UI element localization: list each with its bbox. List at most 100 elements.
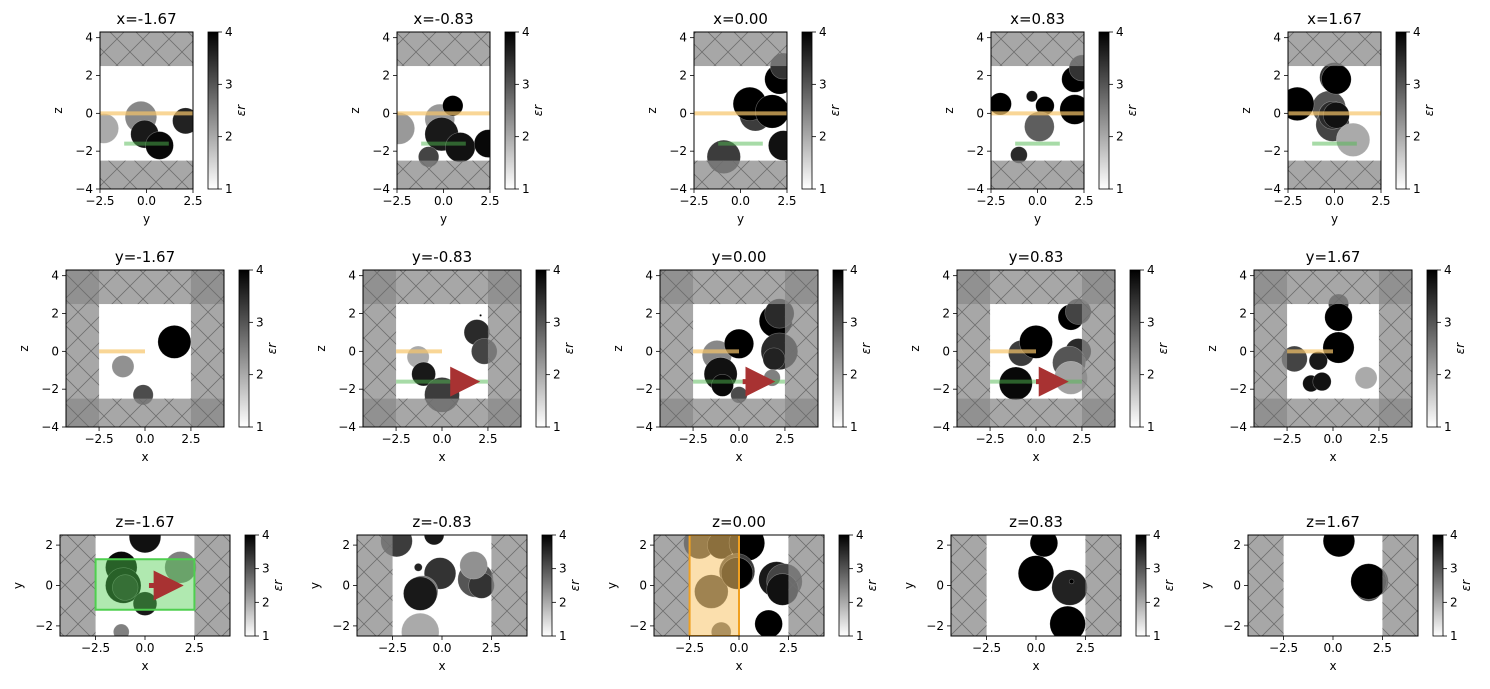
plot-area bbox=[363, 270, 521, 427]
y-tick-label: 0 bbox=[942, 344, 950, 358]
pml-hatch bbox=[957, 270, 1115, 305]
x-tick-label: −2.5 bbox=[81, 641, 110, 655]
x-axis-label: y bbox=[1034, 212, 1041, 226]
y-tick-label: 2 bbox=[976, 69, 984, 83]
colorbar-tick-label: 3 bbox=[559, 562, 567, 576]
panel-5: −2.5 0.0 2.5 −4 −2 0 2 4 x=1.67 y z 1 2 3 4 εr bbox=[1239, 10, 1436, 226]
scatterer bbox=[1308, 351, 1328, 371]
x-tick-label: 2.5 bbox=[1371, 194, 1390, 208]
colorbar-tick-label: 4 bbox=[850, 263, 858, 277]
panel-8: −2.5 0.0 2.5 −4 −2 0 2 4 y=0.00 x z 1 2 3 4 εr bbox=[611, 248, 873, 464]
panel-title: y=-1.67 bbox=[115, 248, 175, 266]
colorbar-tick-label: 3 bbox=[1153, 562, 1161, 576]
colorbar-gradient bbox=[838, 534, 850, 637]
scatterer bbox=[473, 129, 490, 158]
colorbar-tick-label: 2 bbox=[850, 368, 858, 382]
x-tick-label: 0.0 bbox=[1026, 432, 1045, 446]
x-tick-label: −2.5 bbox=[976, 194, 1005, 208]
source-box bbox=[688, 535, 741, 636]
pml-hatch bbox=[397, 160, 490, 189]
pml-hatch bbox=[660, 398, 818, 427]
colorbar-tick-label: 4 bbox=[1450, 528, 1458, 542]
y-tick-label: 2 bbox=[342, 538, 350, 552]
y-tick-label: −4 bbox=[41, 420, 59, 434]
y-tick-label: −4 bbox=[338, 420, 356, 434]
x-tick-label: 0.0 bbox=[432, 432, 451, 446]
colorbar-label: εr bbox=[568, 579, 582, 591]
x-tick-label: 2.5 bbox=[478, 432, 497, 446]
y-tick-label: 4 bbox=[1239, 269, 1247, 283]
pml-hatch bbox=[397, 32, 490, 67]
x-tick-label: −2.5 bbox=[85, 194, 114, 208]
y-axis-label: z bbox=[942, 107, 956, 113]
pml-hatch bbox=[1288, 32, 1381, 67]
x-tick-label: 0.0 bbox=[1323, 432, 1342, 446]
y-axis-label: y bbox=[902, 582, 916, 589]
colorbar-gradient bbox=[207, 31, 219, 190]
x-axis-label: x bbox=[1329, 450, 1336, 464]
pml-hatch bbox=[991, 32, 1084, 67]
colorbar: 1 2 3 4 εr bbox=[1098, 25, 1139, 196]
panel-6: −2.5 0.0 2.5 −4 −2 0 2 4 y=-1.67 x z 1 2 3 4 εr bbox=[17, 248, 279, 464]
y-tick-label: 0 bbox=[976, 106, 984, 120]
colorbar-tick-label: 2 bbox=[262, 595, 270, 609]
colorbar-gradient bbox=[1129, 269, 1141, 428]
y-tick-label: −2 bbox=[1229, 382, 1247, 396]
x-tick-label: 2.5 bbox=[482, 641, 501, 655]
y-tick-label: 2 bbox=[51, 307, 59, 321]
panels: −2.5 0.0 2.5 −4 −2 0 2 4 x=-1.67 y z 1 2 3 4 εr −2.5 0.0 2… bbox=[11, 10, 1473, 673]
scatterer bbox=[1026, 90, 1038, 103]
y-tick-label: 2 bbox=[679, 69, 687, 83]
x-tick-label: −2.5 bbox=[679, 194, 708, 208]
panel-title: z=1.67 bbox=[1306, 513, 1360, 531]
y-tick-label: 2 bbox=[645, 307, 653, 321]
colorbar: 1 2 3 4 εr bbox=[244, 528, 285, 643]
x-tick-label: −2.5 bbox=[378, 641, 407, 655]
colorbar-label: εr bbox=[531, 104, 545, 116]
y-tick-label: −2 bbox=[1223, 619, 1241, 633]
x-tick-label: 0.0 bbox=[135, 432, 154, 446]
x-axis-label: x bbox=[438, 450, 445, 464]
x-axis-label: x bbox=[141, 659, 148, 673]
scatterer bbox=[762, 347, 786, 371]
colorbar: 1 2 3 4 εr bbox=[801, 25, 842, 196]
scatterer bbox=[1312, 372, 1332, 392]
x-tick-label: 2.5 bbox=[181, 432, 200, 446]
pml-hatch bbox=[1254, 398, 1412, 427]
colorbar-gradient bbox=[244, 534, 256, 637]
x-tick-label: 0.0 bbox=[1325, 194, 1344, 208]
pml-hatch bbox=[1248, 535, 1284, 636]
plot-area bbox=[660, 270, 818, 427]
y-axis-label: y bbox=[605, 582, 619, 589]
y-tick-label: 0 bbox=[382, 106, 390, 120]
y-axis-label: y bbox=[11, 582, 25, 589]
colorbar-tick-label: 2 bbox=[522, 130, 530, 144]
colorbar-tick-label: 3 bbox=[553, 315, 561, 329]
y-tick-label: −2 bbox=[372, 144, 390, 158]
x-axis-label: y bbox=[440, 212, 447, 226]
colorbar: 1 2 3 4 εr bbox=[832, 263, 873, 434]
x-tick-label: 2.5 bbox=[1373, 641, 1392, 655]
colorbar-tick-label: 4 bbox=[225, 25, 233, 39]
colorbar-tick-label: 2 bbox=[1413, 130, 1421, 144]
panel-1: −2.5 0.0 2.5 −4 −2 0 2 4 x=-1.67 y z 1 2 3 4 εr bbox=[51, 10, 248, 226]
y-tick-label: 2 bbox=[85, 69, 93, 83]
panel-2: −2.5 0.0 2.5 −4 −2 0 2 4 x=-0.83 y z 1 2 3 4 εr bbox=[348, 10, 545, 226]
y-tick-label: −2 bbox=[926, 619, 944, 633]
y-tick-label: −2 bbox=[669, 144, 687, 158]
x-tick-label: −2.5 bbox=[84, 432, 113, 446]
colorbar-tick-label: 2 bbox=[225, 130, 233, 144]
x-tick-label: −2.5 bbox=[1269, 641, 1298, 655]
colorbar-tick-label: 4 bbox=[1147, 263, 1155, 277]
plot-area bbox=[1248, 535, 1418, 636]
colorbar-gradient bbox=[1432, 534, 1444, 637]
colorbar-tick-label: 4 bbox=[856, 528, 864, 542]
scatterer bbox=[479, 313, 482, 317]
y-tick-label: 2 bbox=[1239, 307, 1247, 321]
y-tick-label: 4 bbox=[1273, 31, 1281, 45]
scatterer bbox=[157, 325, 192, 359]
y-tick-label: −2 bbox=[41, 382, 59, 396]
colorbar-gradient bbox=[541, 534, 553, 637]
pml-hatch bbox=[66, 270, 224, 305]
colorbar-tick-label: 2 bbox=[1450, 595, 1458, 609]
